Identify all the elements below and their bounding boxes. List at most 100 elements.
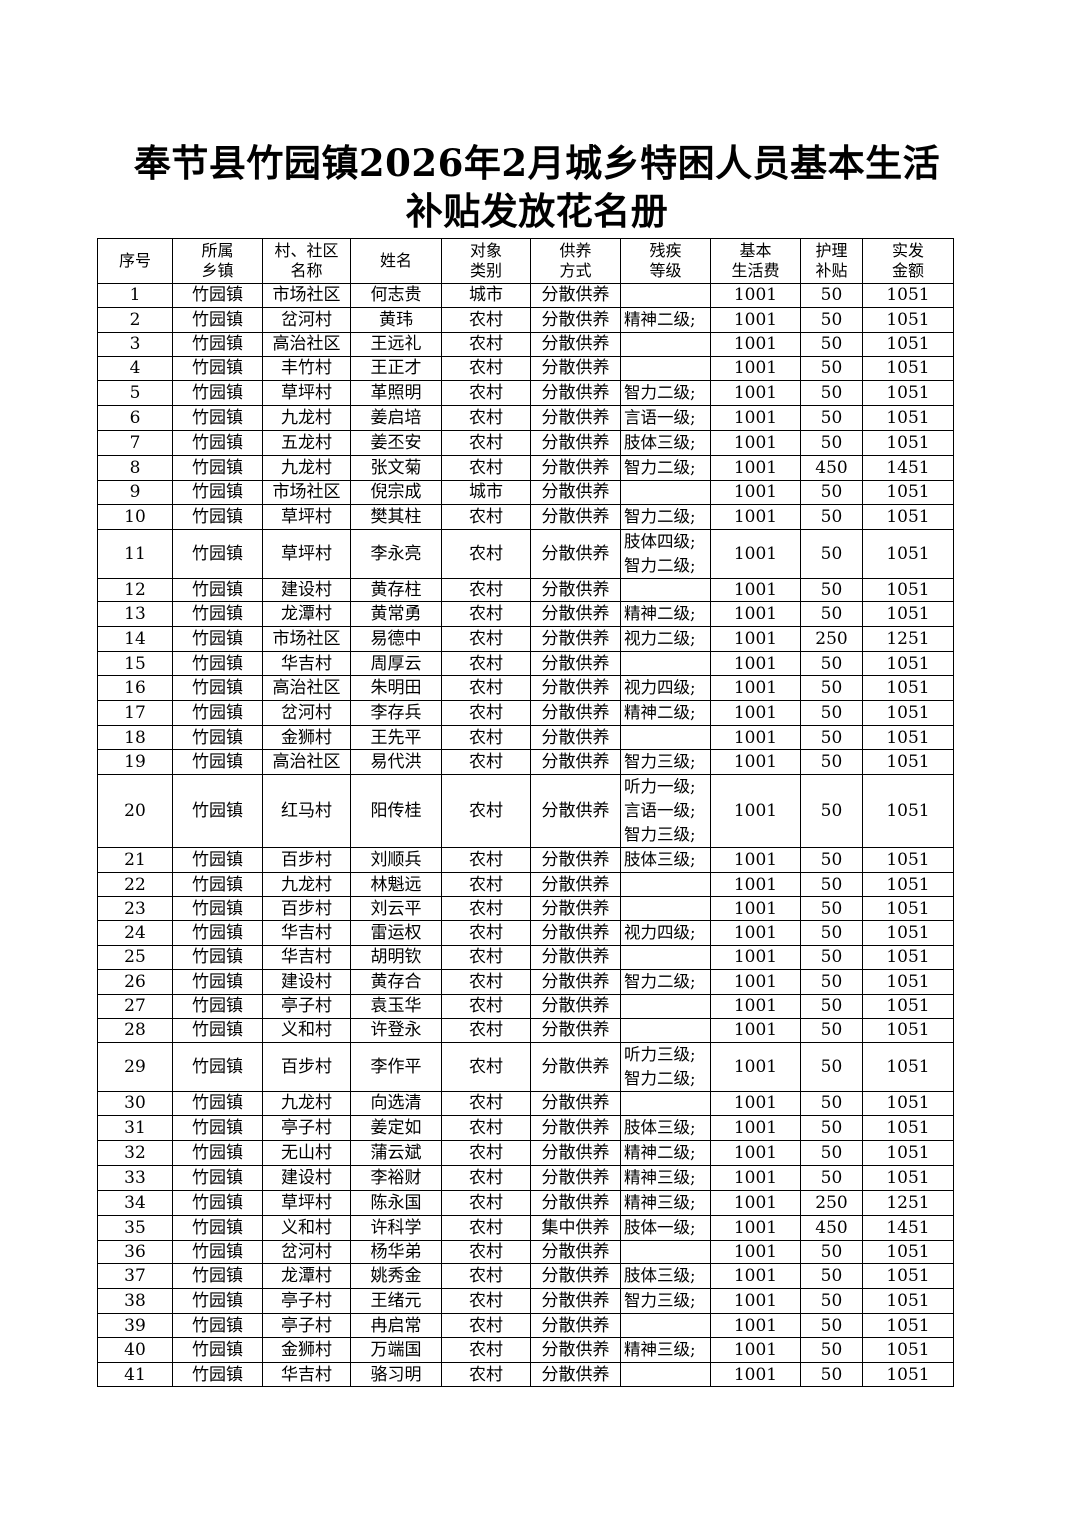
cell-living-allowance: 1001 — [710, 577, 801, 603]
cell-seq: 11 — [97, 528, 173, 579]
cell-seq: 5 — [97, 379, 173, 406]
cell-care-subsidy: 50 — [800, 749, 863, 776]
cell-support-mode: 分散供养 — [530, 1017, 621, 1043]
document-title: 奉节县竹园镇2026年2月城乡特困人员基本生活 — [133, 141, 941, 185]
cell-seq: 14 — [97, 626, 173, 653]
disability-entry: 视力二级; — [624, 629, 696, 649]
cell-support-mode: 分散供养 — [530, 774, 621, 849]
cell-care-subsidy: 50 — [800, 993, 863, 1019]
cell-support-mode: 分散供养 — [530, 479, 621, 505]
cell-support-mode: 分散供养 — [530, 1164, 621, 1191]
header-label: 供养 — [559, 241, 592, 260]
cell-support-mode: 分散供养 — [530, 429, 621, 456]
cell-care-subsidy: 50 — [800, 1288, 863, 1315]
table-row: 4 竹园镇 丰竹村 王正才 农村 分散供养 1001 50 1051 — [97, 355, 954, 381]
header-category: 对象 类别 — [441, 238, 531, 284]
header-label: 基本 — [739, 241, 772, 260]
cell-category: 农村 — [441, 379, 531, 406]
cell-name: 骆习明 — [350, 1362, 442, 1388]
cell-township: 竹园镇 — [172, 626, 263, 653]
header-label: 对象 — [469, 241, 502, 260]
cell-living-allowance: 1001 — [710, 283, 801, 308]
document-subtitle: 补贴发放花名册 — [405, 189, 669, 233]
table-row: 21 竹园镇 百步村 刘顺兵 农村 分散供养 肢体三级; 1001 50 1051 — [97, 847, 954, 874]
cell-support-mode: 分散供养 — [530, 355, 621, 381]
cell-category: 农村 — [441, 725, 531, 751]
cell-total-amount: 1051 — [862, 847, 954, 874]
cell-seq: 24 — [97, 920, 173, 947]
cell-total-amount: 1051 — [862, 945, 954, 970]
cell-disability: 言语一级; — [620, 404, 711, 431]
cell-category: 农村 — [441, 1288, 531, 1315]
cell-village: 龙潭村 — [262, 1263, 351, 1290]
cell-disability: 精神二级; — [620, 601, 711, 628]
cell-category: 农村 — [441, 503, 531, 530]
header-label: 补贴 — [815, 261, 848, 280]
cell-village: 九龙村 — [262, 404, 351, 431]
cell-total-amount: 1051 — [862, 774, 954, 849]
cell-village: 龙潭村 — [262, 601, 351, 628]
table-row: 31 竹园镇 亭子村 姜定如 农村 分散供养 肢体三级; 1001 50 1051 — [97, 1114, 954, 1141]
header-name: 姓名 — [350, 238, 442, 284]
header-label: 姓名 — [379, 251, 412, 270]
cell-seq: 37 — [97, 1263, 173, 1290]
cell-township: 竹园镇 — [172, 331, 263, 357]
cell-name: 王正才 — [350, 355, 442, 381]
cell-care-subsidy: 450 — [800, 1214, 863, 1241]
cell-disability: 智力二级; — [620, 454, 711, 481]
cell-care-subsidy: 50 — [800, 1164, 863, 1191]
cell-support-mode: 分散供养 — [530, 283, 621, 308]
disability-entry: 智力三级; — [624, 825, 696, 845]
cell-support-mode: 分散供养 — [530, 725, 621, 751]
cell-total-amount: 1051 — [862, 872, 954, 898]
cell-category: 农村 — [441, 920, 531, 947]
cell-township: 竹园镇 — [172, 847, 263, 874]
table-row: 2 竹园镇 岔河村 黄玮 农村 分散供养 精神二级; 1001 50 1051 — [97, 306, 954, 333]
cell-township: 竹园镇 — [172, 1090, 263, 1116]
table-row: 8 竹园镇 九龙村 张文菊 农村 分散供养 智力二级; 1001 450 1451 — [97, 454, 954, 481]
cell-township: 竹园镇 — [172, 283, 263, 308]
cell-name: 许科学 — [350, 1214, 442, 1241]
cell-care-subsidy: 50 — [800, 1017, 863, 1043]
cell-disability: 视力四级; — [620, 675, 711, 702]
cell-living-allowance: 1001 — [710, 847, 801, 874]
cell-support-mode: 分散供养 — [530, 1090, 621, 1116]
table-row: 29 竹园镇 百步村 李作平 农村 分散供养 听力三级; 智力二级; 1001 50 1051 — [97, 1041, 954, 1092]
cell-village: 义和村 — [262, 1017, 351, 1043]
cell-name: 革照明 — [350, 379, 442, 406]
header-label: 金额 — [891, 261, 924, 280]
disability-entry: 精神三级; — [624, 1340, 696, 1360]
cell-township: 竹园镇 — [172, 1337, 263, 1364]
cell-support-mode: 分散供养 — [530, 601, 621, 628]
cell-category: 农村 — [441, 651, 531, 677]
cell-support-mode: 集中供养 — [530, 1214, 621, 1241]
cell-village: 九龙村 — [262, 872, 351, 898]
cell-living-allowance: 1001 — [710, 429, 801, 456]
cell-seq: 34 — [97, 1189, 173, 1216]
cell-township: 竹园镇 — [172, 528, 263, 579]
cell-village: 华吉村 — [262, 945, 351, 970]
cell-name: 黄玮 — [350, 306, 442, 333]
cell-disability: 精神二级; — [620, 1139, 711, 1166]
cell-care-subsidy: 50 — [800, 601, 863, 628]
cell-disability — [620, 651, 711, 677]
cell-living-allowance: 1001 — [710, 601, 801, 628]
cell-category: 农村 — [441, 331, 531, 357]
cell-category: 农村 — [441, 601, 531, 628]
cell-total-amount: 1051 — [862, 1114, 954, 1141]
cell-care-subsidy: 50 — [800, 1337, 863, 1364]
cell-living-allowance: 1001 — [710, 306, 801, 333]
cell-living-allowance: 1001 — [710, 528, 801, 579]
disability-entry: 精神二级; — [624, 604, 696, 624]
cell-seq: 15 — [97, 651, 173, 677]
cell-care-subsidy: 50 — [800, 331, 863, 357]
table-row: 41 竹园镇 华吉村 骆习明 农村 分散供养 1001 50 1051 — [97, 1362, 954, 1388]
cell-disability — [620, 577, 711, 603]
cell-care-subsidy: 50 — [800, 968, 863, 995]
cell-category: 城市 — [441, 479, 531, 505]
header-label: 村、社区 — [274, 241, 339, 260]
cell-support-mode: 分散供养 — [530, 1362, 621, 1388]
header-label: 乡镇 — [201, 261, 234, 280]
cell-village: 亭子村 — [262, 1288, 351, 1315]
cell-village: 亭子村 — [262, 1114, 351, 1141]
